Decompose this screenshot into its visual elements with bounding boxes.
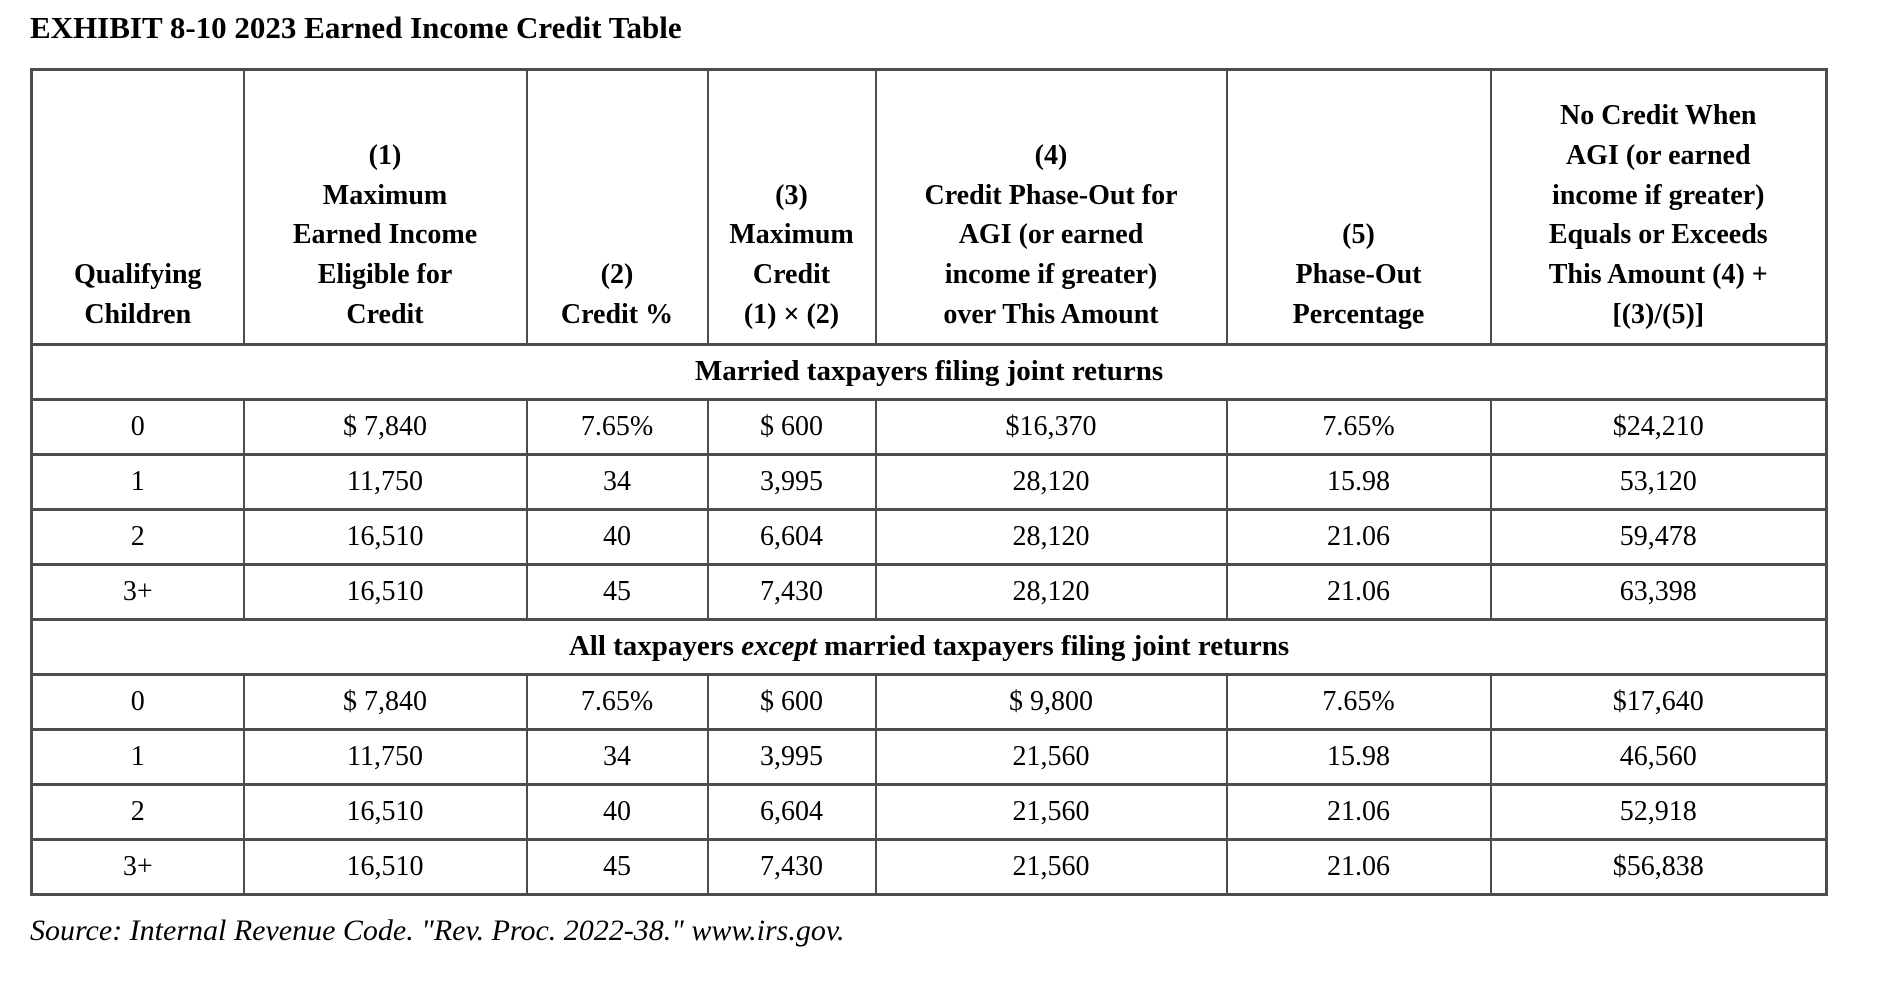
column-header-maximum-credit: (3) Maximum Credit (1) × (2) [706, 67, 877, 346]
section-header-italic-text: except [741, 630, 817, 663]
table-cell: 21.06 [1225, 507, 1492, 566]
table-cell: 3,995 [706, 452, 877, 511]
table-cell: 34 [525, 727, 709, 786]
table-cell: $ 600 [706, 672, 877, 731]
section-header: All taxpayers except married taxpayers f… [30, 617, 1828, 676]
section-header-row: Married taxpayers filing joint returns [30, 342, 1828, 401]
table-cell: 2 [30, 782, 245, 841]
table-row: 2 16,510 40 6,604 21,560 21.06 52,918 [30, 782, 1828, 841]
table-cell: 11,750 [242, 727, 528, 786]
section-header-text: Married taxpayers filing joint returns [694, 355, 1164, 388]
table-cell: 21,560 [874, 727, 1228, 786]
table-cell: 28,120 [874, 507, 1228, 566]
earned-income-credit-table: Qualifying Children (1) Maximum Earned I… [30, 67, 1828, 896]
table-cell: 1 [30, 727, 245, 786]
table-row: 3+ 16,510 45 7,430 28,120 21.06 63,398 [30, 562, 1828, 621]
table-cell: 16,510 [242, 837, 528, 896]
exhibit-title: EXHIBIT 8-10 2023 Earned Income Credit T… [30, 10, 682, 45]
table-cell: 52,918 [1489, 782, 1828, 841]
table-cell: 3+ [30, 837, 245, 896]
table-cell: 7.65% [525, 672, 709, 731]
table-cell: $ 600 [706, 397, 877, 456]
table-cell: 0 [30, 397, 245, 456]
table-cell: 53,120 [1489, 452, 1828, 511]
header-row: Qualifying Children (1) Maximum Earned I… [30, 67, 1828, 346]
section-header-row: All taxpayers except married taxpayers f… [30, 617, 1828, 676]
column-header-max-earned-income: (1) Maximum Earned Income Eligible for C… [242, 67, 528, 346]
table-cell: $ 7,840 [242, 397, 528, 456]
table-cell: 11,750 [242, 452, 528, 511]
table-cell: $16,370 [874, 397, 1228, 456]
table-cell: 2 [30, 507, 245, 566]
table-cell: 1 [30, 452, 245, 511]
table-header: Qualifying Children (1) Maximum Earned I… [30, 67, 1828, 346]
table-cell: 3+ [30, 562, 245, 621]
table-row: 1 11,750 34 3,995 28,120 15.98 53,120 [30, 452, 1828, 511]
table-cell: 6,604 [706, 507, 877, 566]
table-row: 2 16,510 40 6,604 28,120 21.06 59,478 [30, 507, 1828, 566]
column-header-phase-out-percentage: (5) Phase-Out Percentage [1225, 67, 1492, 346]
table-row: 0 $ 7,840 7.65% $ 600 $16,370 7.65% $24,210 [30, 397, 1828, 456]
table-cell: 15.98 [1225, 727, 1492, 786]
section-header: Married taxpayers filing joint returns [30, 342, 1828, 401]
table-cell: 7.65% [1225, 397, 1492, 456]
table-cell: 21,560 [874, 782, 1228, 841]
table-cell: 7,430 [706, 837, 877, 896]
table-cell: 63,398 [1489, 562, 1828, 621]
table-cell: 28,120 [874, 562, 1228, 621]
table-cell: 40 [525, 782, 709, 841]
table-cell: 45 [525, 837, 709, 896]
table-cell: 21,560 [874, 837, 1228, 896]
table-cell: 21.06 [1225, 562, 1492, 621]
table-cell: 6,604 [706, 782, 877, 841]
table-cell: $17,640 [1489, 672, 1828, 731]
table-cell: 7,430 [706, 562, 877, 621]
table-cell: 16,510 [242, 562, 528, 621]
table-cell: 0 [30, 672, 245, 731]
table-cell: 46,560 [1489, 727, 1828, 786]
table-body: Married taxpayers filing joint returns 0 $… [30, 342, 1828, 896]
column-header-qualifying-children: Qualifying Children [30, 67, 245, 346]
table-cell: 7.65% [525, 397, 709, 456]
column-header-credit-percent: (2) Credit % [525, 67, 709, 346]
table-cell: $ 7,840 [242, 672, 528, 731]
table-cell: 16,510 [242, 507, 528, 566]
source-citation: Source: Internal Revenue Code. "Rev. Pro… [30, 913, 845, 947]
table-cell: 40 [525, 507, 709, 566]
table-row: 3+ 16,510 45 7,430 21,560 21.06 $56,838 [30, 837, 1828, 896]
table-cell: 28,120 [874, 452, 1228, 511]
table-cell: 45 [525, 562, 709, 621]
table-cell: 34 [525, 452, 709, 511]
table-row: 1 11,750 34 3,995 21,560 15.98 46,560 [30, 727, 1828, 786]
column-header-no-credit-amount: No Credit When AGI (or earned income if … [1489, 67, 1828, 346]
section-header-text: married taxpayers filing joint returns [816, 630, 1290, 663]
table-cell: 59,478 [1489, 507, 1828, 566]
table-cell: $ 9,800 [874, 672, 1228, 731]
table-cell: 15.98 [1225, 452, 1492, 511]
table-cell: 21.06 [1225, 837, 1492, 896]
table-cell: $56,838 [1489, 837, 1828, 896]
table-cell: 7.65% [1225, 672, 1492, 731]
column-header-phase-out-threshold: (4) Credit Phase-Out for AGI (or earned … [874, 67, 1228, 346]
table-cell: 21.06 [1225, 782, 1492, 841]
table-row: 0 $ 7,840 7.65% $ 600 $ 9,800 7.65% $17,640 [30, 672, 1828, 731]
table-cell: 16,510 [242, 782, 528, 841]
table-cell: $24,210 [1489, 397, 1828, 456]
section-header-text: All taxpayers [568, 630, 742, 663]
table-cell: 3,995 [706, 727, 877, 786]
